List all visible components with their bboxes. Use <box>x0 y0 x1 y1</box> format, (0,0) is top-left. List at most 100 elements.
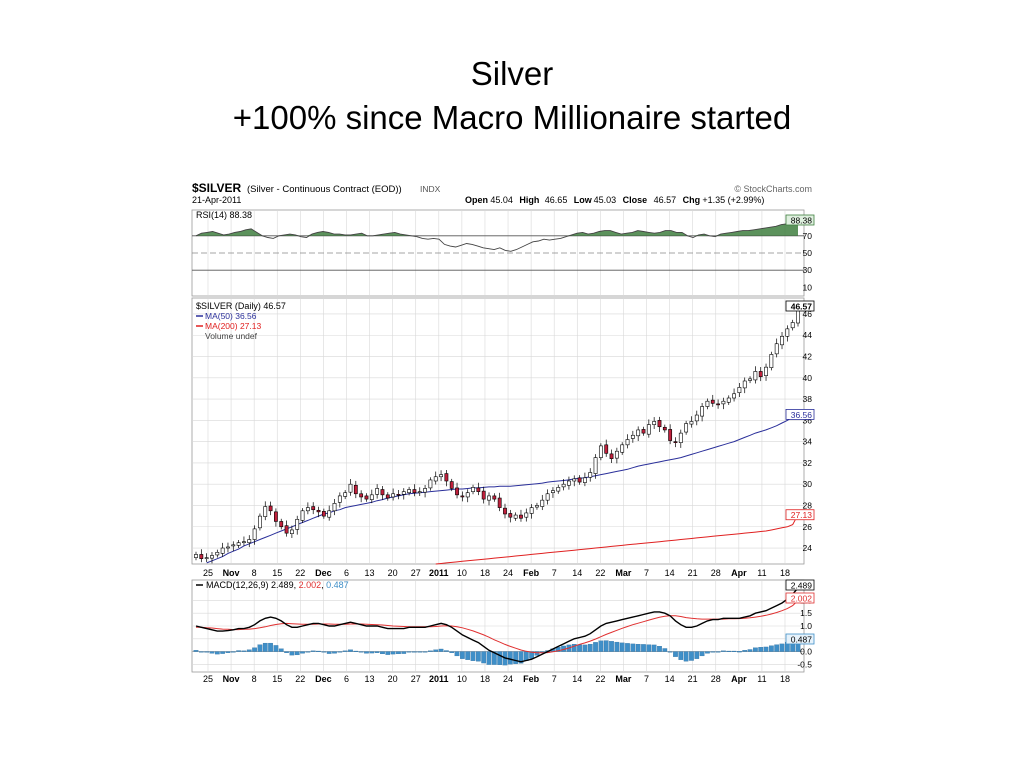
x-tick-bottom-23: Apr <box>731 674 747 684</box>
macd-hist-bar-42 <box>417 651 423 653</box>
price-tick-5: 34 <box>803 437 813 447</box>
x-tick-bottom-17: 22 <box>595 674 605 684</box>
candle-body-90 <box>673 441 678 444</box>
macd-hist-bar-97 <box>710 651 716 653</box>
candle-body-67 <box>551 490 555 494</box>
x-tick-bottom-10: 2011 <box>429 674 449 684</box>
x-tick-bottom-4: 22 <box>295 674 305 684</box>
candle-body-35 <box>380 489 385 496</box>
macd-hist-bar-43 <box>422 651 428 653</box>
candle-body-50 <box>460 495 465 498</box>
macd-hist-bar-88 <box>662 648 668 652</box>
candle-body-37 <box>391 493 396 498</box>
candle-body-73 <box>583 477 587 483</box>
macd-hist-bar-19 <box>294 651 300 656</box>
candle-body-60 <box>513 514 518 519</box>
macd-hist-bar-3 <box>209 651 215 654</box>
hist-last-label-box <box>785 633 815 645</box>
candle-body-80 <box>620 444 625 453</box>
x-tick-bottom-1: Nov <box>223 674 240 684</box>
macd-hist-bar-57 <box>497 651 503 665</box>
candle-body-17 <box>284 525 289 534</box>
candle-body-16 <box>279 521 284 528</box>
candle-body-44 <box>428 479 433 489</box>
ohlc-label-3: Close <box>623 195 648 205</box>
x-tick-top-9: 27 <box>411 568 421 578</box>
macd-hist-bar-60 <box>513 651 518 664</box>
signal-last-label-box <box>785 592 815 604</box>
macd-hist-bar-85 <box>646 644 652 652</box>
header-description: (Silver - Continuous Contract (EOD)) <box>247 184 402 195</box>
macd-hist-bar-99 <box>721 650 726 652</box>
macd-hist-bar-44 <box>428 650 433 652</box>
macd-hist-bar-89 <box>667 651 673 653</box>
header-symbol: $SILVER <box>192 181 241 195</box>
price-panel <box>194 302 800 565</box>
candle-body-107 <box>764 366 768 376</box>
candle-body-63 <box>529 507 534 514</box>
candle-body-30 <box>353 484 358 495</box>
ma200-last-label-box <box>785 509 815 521</box>
title-line-1: Silver <box>470 55 554 92</box>
macd-hist-bar-108 <box>769 645 774 652</box>
macd-hist-bar-2 <box>204 651 210 653</box>
macd-signal-line <box>196 600 799 654</box>
macd-hist-bar-54 <box>481 651 487 664</box>
candle-body-36 <box>385 494 390 499</box>
candle-body-13 <box>263 506 268 517</box>
x-tick-bottom-25: 18 <box>780 674 790 684</box>
macd-legend-text: MACD(12,26,9) 2.489, 2.002, 0.487 <box>206 580 349 590</box>
candle-body-70 <box>567 480 571 486</box>
x-tick-top-6: 6 <box>344 568 349 578</box>
macd-hist-bar-77 <box>603 640 609 652</box>
macd-hist-bar-22 <box>310 650 316 652</box>
candle-body-76 <box>598 445 603 458</box>
x-tick-top-10: 2011 <box>429 568 449 578</box>
candle-body-32 <box>364 495 369 500</box>
macd-hist-bar-32 <box>364 651 369 654</box>
candle-body-51 <box>465 492 470 498</box>
legend-ma200: MA(200) 27.13 <box>205 321 261 331</box>
ma50-line <box>206 413 799 564</box>
chart-header: $SILVER (Silver - Continuous Contract (E… <box>192 181 812 205</box>
x-tick-top-4: 22 <box>295 568 305 578</box>
x-tick-bottom-6: 6 <box>344 674 349 684</box>
macd-legend: MACD(12,26,9) 2.489, 2.002, 0.487 <box>196 580 349 590</box>
x-tick-bottom-5: Dec <box>315 674 332 684</box>
macd-tick-4: 0.0 <box>800 647 812 657</box>
macd-hist-bar-81 <box>625 643 630 652</box>
x-tick-top-16: 14 <box>572 568 582 578</box>
macd-hist-bar-29 <box>348 649 353 652</box>
candle-body-87 <box>657 420 662 428</box>
legend-volume: Volume undef <box>205 331 258 341</box>
macd-hist-bar-15 <box>273 645 279 652</box>
candle-body-68 <box>556 487 561 492</box>
candle-body-23 <box>316 509 321 513</box>
x-tick-top-20: 14 <box>665 568 675 578</box>
macd-hist-bar-45 <box>433 649 439 652</box>
macd-hist-bar-95 <box>699 651 705 657</box>
ohlc-label-1: High <box>519 195 539 205</box>
macd-hist-bar-104 <box>747 649 753 652</box>
price-tick-2: 28 <box>803 500 813 510</box>
candle-body-59 <box>508 513 513 518</box>
macd-hist-bar-110 <box>779 643 785 652</box>
macd-hist-bar-28 <box>342 650 348 652</box>
macd-hist-bar-101 <box>731 650 737 652</box>
macd-hist-bar-23 <box>316 650 321 652</box>
candle-body-89 <box>668 429 673 441</box>
x-tick-bottom-9: 27 <box>411 674 421 684</box>
x-tick-top-17: 22 <box>595 568 605 578</box>
macd-hist-bar-13 <box>262 642 268 652</box>
right-axis: 103050702426283032343638404244462.01.51.… <box>785 214 815 669</box>
ma50-last-label-box <box>785 409 815 420</box>
x-tick-bottom-22: 28 <box>711 674 721 684</box>
header-exchange: INDX <box>420 184 441 194</box>
x-tick-bottom-16: 14 <box>572 674 582 684</box>
macd-hist-bar-1 <box>198 651 204 653</box>
candle-body-10 <box>247 539 252 544</box>
macd-legend-value: 2.489 <box>271 580 294 590</box>
x-tick-bottom-11: 10 <box>457 674 467 684</box>
candle-body-2 <box>204 557 209 559</box>
candle-body-53 <box>476 487 481 492</box>
